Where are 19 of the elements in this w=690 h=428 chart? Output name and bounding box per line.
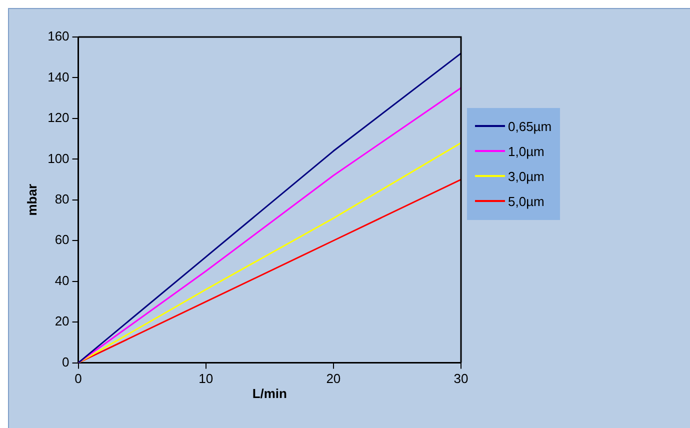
y-tick-label: 100 — [48, 150, 70, 166]
x-tick-label: 0 — [74, 371, 82, 386]
x-tick-label: 10 — [198, 371, 214, 386]
y-tick-label: 40 — [54, 272, 70, 288]
x-tick-label: 20 — [326, 371, 341, 386]
y-tick-label: 0 — [62, 354, 70, 370]
y-tick-label: 120 — [48, 110, 70, 126]
y-tick-label: 140 — [48, 69, 70, 84]
y-tick-label: 60 — [54, 232, 70, 248]
y-tick-label: 20 — [54, 314, 70, 329]
legend-label: 3,0µm — [508, 168, 544, 184]
y-tick-label: 80 — [54, 191, 70, 206]
x-axis-title: L/min — [252, 386, 288, 401]
y-tick-label: 160 — [48, 28, 70, 44]
y-axis-title: mbar — [24, 184, 40, 216]
legend-label: 5,0µm — [508, 194, 544, 209]
x-tick-label: 30 — [454, 371, 468, 386]
legend-label: 0,65µm — [508, 118, 552, 134]
legend-label: 1,0µm — [508, 144, 544, 159]
